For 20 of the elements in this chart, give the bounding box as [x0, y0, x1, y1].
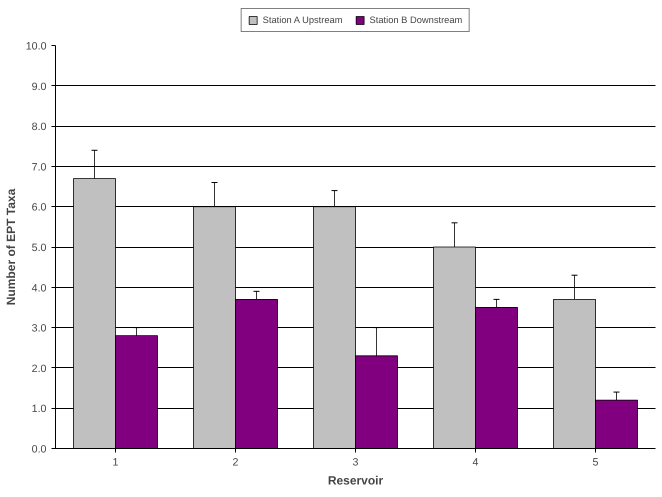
x-tick-label: 4 — [472, 456, 479, 468]
x-tick-label: 1 — [112, 456, 119, 468]
y-tick-label: 0.0 — [32, 444, 47, 456]
y-tick-label: 5.0 — [32, 242, 47, 254]
y-tick-label: 4.0 — [32, 282, 47, 294]
y-tick-label: 9.0 — [32, 80, 47, 93]
x-tick-label: 5 — [592, 456, 599, 468]
legend-label: Station A Upstream — [262, 15, 343, 25]
legend-label: Station B Downstream — [370, 15, 462, 25]
y-axis-title: Number of EPT Taxa — [4, 188, 18, 306]
y-tick-label: 1.0 — [32, 403, 47, 416]
y-tick-label: 10.0 — [26, 40, 47, 52]
y-tick-label: 2.0 — [32, 362, 47, 375]
y-tick-label: 3.0 — [32, 322, 47, 335]
y-tick-label: 6.0 — [32, 202, 47, 214]
y-tick-label: 7.0 — [32, 161, 47, 174]
y-tick-label: 8.0 — [32, 121, 47, 134]
x-tick-label: 3 — [352, 456, 359, 468]
x-tick-label: 2 — [232, 456, 239, 468]
x-axis-title: Reservoir — [328, 474, 384, 488]
